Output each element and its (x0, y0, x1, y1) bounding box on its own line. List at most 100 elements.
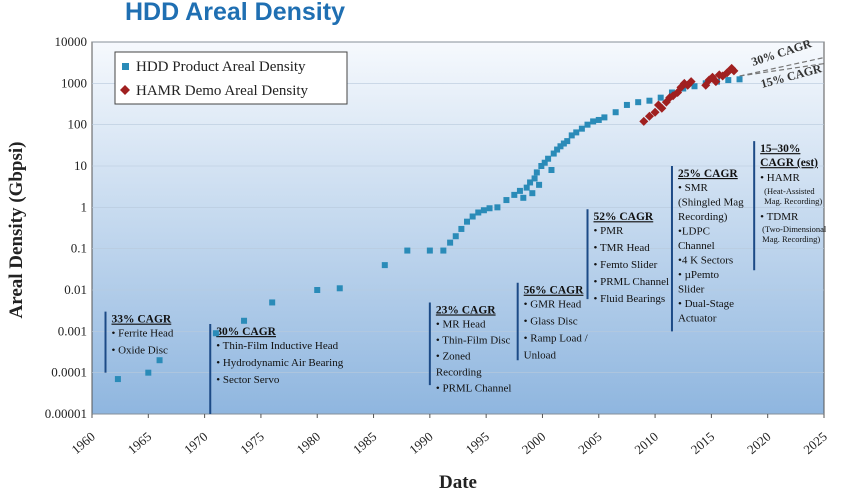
hdd-point (560, 140, 567, 147)
hdd-point (529, 190, 536, 197)
annotation-item: • Sector Servo (216, 374, 280, 386)
hdd-point (475, 209, 482, 216)
annotation-item: • µPemto (678, 269, 720, 281)
hdd-point (516, 187, 523, 194)
hdd-point (725, 77, 732, 84)
annotation-item: • TDMR (760, 211, 799, 223)
annotation-item: •4 K Sectors (678, 255, 733, 267)
hdd-point (533, 169, 540, 176)
annotation-item: Channel (678, 240, 715, 252)
chart-title: HDD Areal Density (125, 0, 345, 26)
annotation-heading: 23% CAGR (436, 304, 496, 316)
data-points (114, 63, 743, 383)
x-tick-label: 2015 (688, 429, 718, 457)
hdd-point (657, 94, 664, 101)
hdd-point (314, 287, 321, 293)
hdd-point (114, 376, 121, 383)
legend-label-hdd: HDD Product Areal Density (136, 59, 306, 75)
annotation-item: Slider (678, 284, 705, 296)
annotation-note: (Two-Dimensional (762, 224, 827, 234)
hdd-point (564, 138, 571, 145)
x-tick-label: 1985 (350, 429, 380, 457)
y-tick-label: 0.00001 (45, 406, 87, 421)
x-tick-label: 2000 (519, 429, 549, 457)
hdd-point (469, 213, 476, 220)
hdd-point (623, 101, 630, 108)
legend: HDD Product Areal Density HAMR Demo Areal… (114, 51, 348, 105)
y-axis-ticks: 10000 1000 100 10 1 0.1 0.01 0.001 0.0001 0.00001 (45, 34, 87, 421)
x-tick-label: 1965 (125, 429, 155, 457)
annotation-item: • PRML Channel (436, 382, 512, 394)
hdd-point (736, 76, 743, 83)
annotation-item: • TMR Head (594, 242, 651, 254)
hdd-point (426, 247, 433, 254)
x-tick-label: 1990 (406, 429, 436, 457)
hdd-point (557, 143, 564, 150)
hdd-point (520, 194, 527, 201)
annotation-item: • MR Head (436, 318, 486, 330)
gridlines (92, 41, 824, 415)
hamr-point (657, 103, 667, 113)
hdd-point (440, 247, 447, 254)
legend-marker-hamr (120, 85, 130, 95)
annotation-item: • Fluid Bearings (594, 293, 666, 305)
hdd-point (595, 116, 602, 123)
hdd-point (404, 247, 411, 254)
annotation-item: • Thin-Film Inductive Head (216, 340, 338, 352)
cagr-15-line (739, 63, 825, 77)
x-tick-label: 1960 (68, 429, 98, 457)
hamr-point (650, 107, 660, 117)
annotation-item: •LDPC (678, 226, 710, 238)
annotation-item: • Ferrite Head (112, 328, 174, 340)
annotation-note: Mag. Recording) (764, 196, 822, 206)
hdd-point (691, 83, 698, 90)
annotation-item: Actuator (678, 313, 717, 325)
annotation-item: • Femto Slider (594, 259, 658, 271)
hdd-point (573, 129, 580, 136)
hdd-point (511, 191, 518, 198)
hdd-point (531, 175, 538, 182)
hdd-point (452, 233, 459, 240)
hdd-point (578, 125, 585, 132)
hdd-point (336, 285, 343, 292)
x-tick-label: 1995 (463, 429, 493, 457)
annotation-item: • SMR (678, 182, 708, 194)
legend-box (114, 51, 348, 105)
hamr-point (686, 77, 696, 87)
annotation-heading: 25% CAGR (678, 168, 738, 180)
hdd-point (464, 218, 471, 225)
annotation-item: • Dual-Stage (678, 298, 734, 310)
annotation-item: • Ramp Load / (524, 333, 589, 345)
y-tick-label: 0.001 (58, 323, 87, 338)
annotation-item: Recording (436, 366, 482, 378)
y-tick-label: 10 (74, 158, 87, 173)
hdd-point (503, 197, 510, 204)
cagr-30-line (739, 56, 825, 77)
y-tick-label: 1 (81, 199, 88, 214)
annotation-heading: 52% CAGR (594, 211, 654, 223)
legend-label-hamr: HAMR Demo Areal Density (136, 83, 309, 99)
hdd-point (548, 167, 555, 174)
legend-marker-hdd (122, 63, 129, 70)
annotation-item: Recording) (678, 211, 728, 223)
hdd-point (480, 207, 487, 214)
annotation-item: • Glass Disc (524, 316, 578, 328)
x-tick-label: 1980 (294, 429, 324, 457)
y-axis-label: Areal Density (Gbpsi) (6, 142, 27, 319)
hdd-point (536, 181, 543, 188)
hdd-point (635, 99, 642, 106)
hdd-point (612, 109, 619, 116)
annotations: 33% CAGR • Ferrite Head • Oxide Disc 30% CA… (104, 141, 827, 414)
y-tick-label: 0.1 (71, 241, 87, 256)
hdd-point (241, 317, 248, 324)
y-tick-label: 10000 (55, 34, 88, 49)
hamr-point (729, 66, 739, 76)
hdd-point (145, 369, 152, 376)
y-tick-label: 0.01 (64, 282, 87, 297)
hamr-point (639, 116, 649, 126)
hdd-point (447, 239, 454, 246)
x-tick-label: 2010 (631, 429, 661, 457)
hdd-point (541, 159, 548, 166)
annotation-heading: CAGR (est) (760, 157, 818, 169)
